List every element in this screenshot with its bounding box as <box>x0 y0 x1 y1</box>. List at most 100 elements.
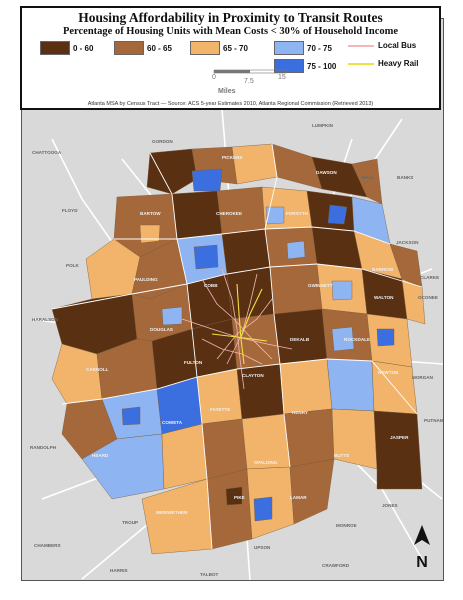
svg-text:LAMAR: LAMAR <box>290 495 307 500</box>
scale-tick-2: 15 <box>278 74 286 81</box>
legend-class-1: 0 - 60 <box>40 41 93 55</box>
svg-text:JONES: JONES <box>382 503 398 508</box>
legend-swatch-1 <box>40 41 70 55</box>
tract <box>331 408 378 470</box>
legend-class-3: 65 - 70 <box>190 41 248 55</box>
legend-line-swatch-1 <box>348 44 374 47</box>
legend-label-4: 70 - 75 <box>307 43 332 53</box>
legend-line-2: Heavy Rail <box>348 59 418 68</box>
legend-row-3: 75 - 100 Heavy Rail <box>22 59 439 75</box>
scale-tick-1: 7.5 <box>244 78 254 85</box>
legend-swatch-4 <box>274 41 304 55</box>
svg-text:RANDOLPH: RANDOLPH <box>30 445 57 450</box>
tract <box>373 410 423 490</box>
svg-text:HEARD: HEARD <box>92 453 109 458</box>
svg-text:CHAMBERS: CHAMBERS <box>34 543 61 548</box>
tract <box>326 358 375 412</box>
svg-text:SPALDING: SPALDING <box>254 460 278 465</box>
tract <box>279 358 333 415</box>
svg-text:BUTTS: BUTTS <box>334 453 349 458</box>
legend-row-2: 70 - 75 Local Bus <box>22 41 439 57</box>
svg-text:HARRIS: HARRIS <box>110 568 128 573</box>
scale-unit: Miles <box>218 88 236 95</box>
svg-text:NEWTON: NEWTON <box>378 370 399 375</box>
legend-label-2: 60 - 65 <box>147 43 172 53</box>
tract <box>196 368 243 425</box>
legend-line-1: Local Bus <box>348 41 416 50</box>
scale-bar <box>213 69 287 74</box>
svg-text:BARTOW: BARTOW <box>140 211 161 216</box>
north-label: N <box>416 554 428 571</box>
svg-text:PIKE: PIKE <box>234 495 245 500</box>
svg-text:HENRY: HENRY <box>292 410 308 415</box>
tract <box>191 168 223 192</box>
svg-text:MONROE: MONROE <box>336 523 357 528</box>
map-canvas[interactable]: DADE ABUN WHITE HABERSHAM LUMPKIN CHATTO… <box>22 19 443 580</box>
north-arrow-icon: N <box>414 525 430 571</box>
svg-text:CLAYTON: CLAYTON <box>242 373 264 378</box>
tract <box>206 468 253 550</box>
legend-label-5: 75 - 100 <box>307 61 337 71</box>
svg-text:OCONEE: OCONEE <box>418 295 438 300</box>
svg-text:FLOYD: FLOYD <box>62 208 78 213</box>
svg-text:FULTON: FULTON <box>184 360 203 365</box>
tract <box>327 204 348 225</box>
tract <box>231 143 278 185</box>
legend-class-2: 60 - 65 <box>114 41 172 55</box>
svg-text:HARALSON: HARALSON <box>32 317 59 322</box>
legend-box: Housing Affordability in Proximity to Tr… <box>20 6 441 110</box>
svg-text:UPSON: UPSON <box>254 545 271 550</box>
svg-text:PAULDING: PAULDING <box>134 277 158 282</box>
svg-text:TALBOT: TALBOT <box>200 572 218 577</box>
legend-label-1: 0 - 60 <box>73 43 94 53</box>
county-boundaries <box>51 143 423 550</box>
svg-text:BANKS: BANKS <box>397 175 413 180</box>
tract-layer <box>51 143 426 555</box>
legend-class-5: 75 - 100 <box>274 59 336 73</box>
svg-text:CLARKE: CLARKE <box>420 275 439 280</box>
legend-swatch-3 <box>190 41 220 55</box>
svg-text:PUTNAM: PUTNAM <box>424 418 443 423</box>
svg-text:DAWSON: DAWSON <box>316 170 337 175</box>
tract <box>283 408 335 468</box>
scale-tick-0: 0 <box>212 74 216 81</box>
legend-line-label-1: Local Bus <box>378 41 417 50</box>
tract <box>201 418 248 480</box>
inside-county-labels: PICKENS DAWSON BARTOW CHEROKEE FORSYTH B… <box>86 155 409 515</box>
legend-label-3: 65 - 70 <box>223 43 248 53</box>
tract <box>146 148 198 195</box>
tract <box>221 228 271 275</box>
svg-text:FAYETTE: FAYETTE <box>210 407 230 412</box>
tract <box>193 244 219 270</box>
legend-swatch-2 <box>114 41 144 55</box>
svg-text:DOUGLAS: DOUGLAS <box>150 327 173 332</box>
tract <box>161 423 208 490</box>
svg-text:CHATTOOGA: CHATTOOGA <box>32 150 62 155</box>
map-title: Housing Affordability in Proximity to Tr… <box>78 10 383 25</box>
tract <box>253 496 273 522</box>
svg-text:MERIWETHER: MERIWETHER <box>156 510 188 515</box>
svg-text:POLK: POLK <box>66 263 79 268</box>
legend-row-1: 0 - 60 60 - 65 65 - 70 <box>22 41 439 57</box>
map-credits: Atlanta MSA by Census Tract — Source: AC… <box>87 101 374 107</box>
tract <box>225 486 243 506</box>
heavy-rail-lines <box>211 283 268 365</box>
svg-text:JASPER: JASPER <box>390 435 409 440</box>
svg-text:LUMPKIN: LUMPKIN <box>312 123 334 128</box>
svg-text:TROUP: TROUP <box>122 520 138 525</box>
svg-text:BARROW: BARROW <box>372 267 394 272</box>
svg-text:MORGAN: MORGAN <box>412 375 434 380</box>
legend-swatch-5 <box>274 59 304 73</box>
svg-text:CHEROKEE: CHEROKEE <box>216 211 242 216</box>
tract <box>171 190 223 240</box>
tract <box>289 458 335 525</box>
tract <box>139 224 161 244</box>
svg-text:COBB: COBB <box>204 283 218 288</box>
map-frame: DADE ABUN WHITE HABERSHAM LUMPKIN CHATTO… <box>21 18 444 581</box>
tract <box>376 328 395 347</box>
map-subtitle: Percentage of Housing Units with Mean Co… <box>62 26 399 37</box>
tract <box>191 318 238 378</box>
svg-text:PICKENS: PICKENS <box>222 155 242 160</box>
tract <box>331 326 355 352</box>
